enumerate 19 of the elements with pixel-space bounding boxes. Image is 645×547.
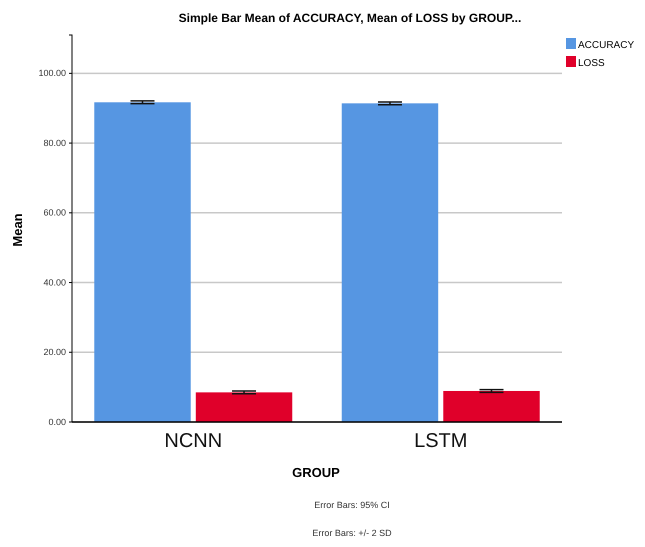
y-tick-label: 80.00 xyxy=(43,138,66,148)
bar xyxy=(196,392,292,422)
y-tick-label: 60.00 xyxy=(43,208,66,218)
bar xyxy=(94,102,191,422)
y-tick-label: 0.00 xyxy=(48,416,66,427)
y-axis-title: Mean xyxy=(10,213,25,247)
y-tick-label: 100.00 xyxy=(38,68,66,78)
y-tick-label: 20.00 xyxy=(43,347,66,358)
bar xyxy=(342,103,438,422)
y-tick-label: 40.00 xyxy=(43,277,66,288)
text: Error Bars: +/- 2 SD xyxy=(312,528,392,538)
x-tick-label: LSTM xyxy=(414,430,468,452)
legend-label: ACCURACY xyxy=(578,40,634,51)
bar xyxy=(443,390,540,422)
legend-label: LOSS xyxy=(578,58,606,69)
text: Error Bars: 95% CI xyxy=(314,500,390,510)
x-axis-title: GROUP xyxy=(292,465,340,480)
x-tick-label: NCNN xyxy=(164,430,222,452)
chart-title: Simple Bar Mean of ACCURACY, Mean of LOSS by GROUP... xyxy=(178,11,522,25)
